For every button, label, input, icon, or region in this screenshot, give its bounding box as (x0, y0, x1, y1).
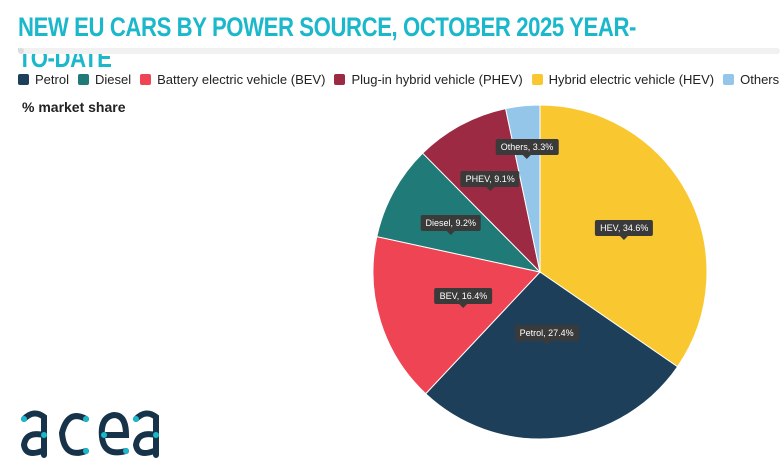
legend-item[interactable]: Diesel (77, 72, 132, 87)
unit-label: % market share (22, 99, 126, 115)
legend-label: Plug-in hybrid vehicle (PHEV) (351, 72, 523, 87)
data-label-bev: BEV, 16.4% (434, 287, 493, 308)
data-label-diesel: Diesel, 9.2% (420, 214, 481, 235)
legend-label: Petrol (35, 72, 69, 87)
legend-swatch (531, 74, 543, 85)
legend-label: Others (740, 72, 780, 87)
legend-label: Battery electric vehicle (BEV) (157, 72, 326, 87)
acea-logo (20, 410, 159, 458)
legend-item[interactable]: Hybrid electric vehicle (HEV) (531, 72, 715, 87)
legend-swatch (723, 74, 735, 85)
legend: Petrol Diesel Battery electric vehicle (BE… (18, 72, 779, 87)
data-label-hev: HEV, 34.6% (595, 219, 654, 240)
legend-swatch (18, 74, 29, 85)
scroll-progress-bar (18, 48, 780, 54)
pie-slice-diesel[interactable] (376, 152, 542, 273)
data-label-petrol: Petrol, 27.4% (514, 325, 579, 346)
pie-slice-petrol[interactable] (424, 271, 679, 440)
legend-item[interactable]: Battery electric vehicle (BEV) (140, 72, 325, 87)
legend-item[interactable]: Others (723, 72, 779, 87)
pie-slice-bev[interactable] (372, 236, 541, 395)
legend-item[interactable]: Petrol (18, 72, 69, 87)
legend-label: Hybrid electric vehicle (HEV) (548, 72, 715, 87)
legend-label: Diesel (94, 72, 132, 87)
legend-swatch (334, 74, 346, 85)
legend-item[interactable]: Plug-in hybrid vehicle (PHEV) (334, 72, 523, 87)
data-label-phev: PHEV, 9.1% (460, 171, 520, 192)
progress-dot (18, 48, 24, 54)
legend-swatch (77, 74, 89, 85)
legend-swatch (140, 74, 152, 85)
data-label-others: Others, 3.3% (495, 139, 559, 160)
